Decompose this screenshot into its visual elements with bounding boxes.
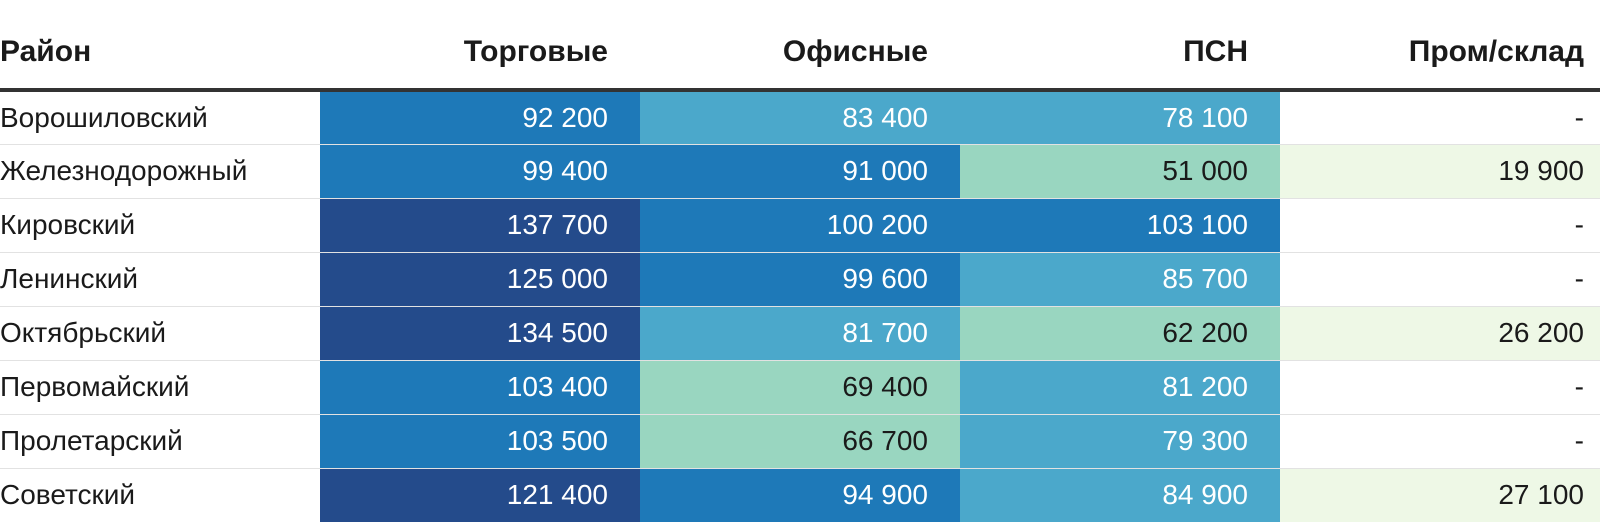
table-row: Пролетарский 103 500 66 700 79 300- — [0, 414, 1600, 469]
value-cell-industrial-warehouse: 27 100 — [1280, 468, 1600, 522]
value-cell-industrial-warehouse: - — [1280, 414, 1600, 469]
value-cell-psn: 81 200 — [960, 360, 1280, 415]
table-row: Ворошиловский 92 200 83 400 78 100- — [0, 90, 1600, 145]
value-cell-psn: 79 300 — [960, 414, 1280, 469]
value-cell-psn: 62 200 — [960, 306, 1280, 361]
value-cell-retail: 99 400 — [320, 144, 640, 199]
value-cell-industrial-warehouse: - — [1280, 198, 1600, 253]
district-name-cell: Ворошиловский — [0, 90, 320, 145]
value-cell-industrial-warehouse: 19 900 — [1280, 144, 1600, 199]
district-name-cell: Ленинский — [0, 252, 320, 307]
table-row: Октябрьский 134 500 81 700 62 200 26 200 — [0, 306, 1600, 361]
column-header-psn: ПСН — [960, 0, 1280, 92]
value-cell-office: 100 200 — [640, 198, 960, 253]
value-cell-industrial-warehouse: - — [1280, 90, 1600, 145]
value-cell-office: 69 400 — [640, 360, 960, 415]
value-cell-office: 99 600 — [640, 252, 960, 307]
value-cell-psn: 103 100 — [960, 198, 1280, 253]
district-name-cell: Первомайский — [0, 360, 320, 415]
value-cell-office: 94 900 — [640, 468, 960, 522]
value-cell-psn: 51 000 — [960, 144, 1280, 199]
table-row: Кировский 137 700 100 200 103 100- — [0, 198, 1600, 253]
district-name-cell: Кировский — [0, 198, 320, 253]
table-header: Район Торговые Офисные ПСН Пром/склад — [0, 0, 1600, 92]
value-cell-industrial-warehouse: 26 200 — [1280, 306, 1600, 361]
value-cell-psn: 78 100 — [960, 90, 1280, 145]
value-cell-industrial-warehouse: - — [1280, 360, 1600, 415]
table-row: Ленинский 125 000 99 600 85 700- — [0, 252, 1600, 307]
column-header-industrial-warehouse: Пром/склад — [1280, 0, 1600, 92]
header-row: Район Торговые Офисные ПСН Пром/склад — [0, 0, 1600, 92]
district-name-cell: Железнодорожный — [0, 144, 320, 199]
value-cell-retail: 137 700 — [320, 198, 640, 253]
value-cell-retail: 103 400 — [320, 360, 640, 415]
column-header-office: Офисные — [640, 0, 960, 92]
column-header-retail: Торговые — [320, 0, 640, 92]
value-cell-retail: 134 500 — [320, 306, 640, 361]
value-cell-psn: 84 900 — [960, 468, 1280, 522]
value-cell-office: 81 700 — [640, 306, 960, 361]
value-cell-psn: 85 700 — [960, 252, 1280, 307]
value-cell-retail: 92 200 — [320, 90, 640, 145]
value-cell-retail: 121 400 — [320, 468, 640, 522]
table-row: Железнодорожный 99 400 91 000 51 000 19 900 — [0, 144, 1600, 199]
table-row: Первомайский 103 400 69 400 81 200- — [0, 360, 1600, 415]
district-name-cell: Пролетарский — [0, 414, 320, 469]
value-cell-retail: 125 000 — [320, 252, 640, 307]
column-header-district: Район — [0, 0, 320, 92]
table-body: Ворошиловский 92 200 83 400 78 100- Железнод… — [0, 90, 1600, 522]
value-cell-office: 83 400 — [640, 90, 960, 145]
value-cell-office: 66 700 — [640, 414, 960, 469]
value-cell-retail: 103 500 — [320, 414, 640, 469]
district-name-cell: Октябрьский — [0, 306, 320, 361]
value-cell-office: 91 000 — [640, 144, 960, 199]
district-name-cell: Советский — [0, 468, 320, 522]
value-cell-industrial-warehouse: - — [1280, 252, 1600, 307]
table-row: Советский 121 400 94 900 84 900 27 100 — [0, 468, 1600, 522]
